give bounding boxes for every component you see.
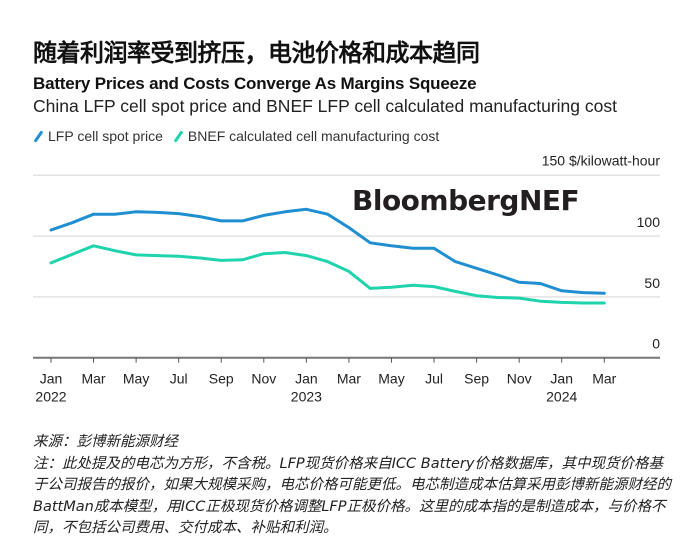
x-tick-year-label: 2023 bbox=[291, 389, 322, 405]
chart-subtitle: China LFP cell spot price and BNEF LFP c… bbox=[33, 96, 617, 116]
x-tick-year-label: 2024 bbox=[546, 389, 577, 405]
x-tick-label: Jul bbox=[170, 371, 188, 387]
x-tick-label: Jan bbox=[550, 371, 573, 387]
source-note: 来源：彭博新能源财经 bbox=[33, 434, 178, 450]
x-tick-label: May bbox=[378, 371, 404, 387]
x-tick-label: Sep bbox=[464, 371, 489, 387]
legend-label: LFP cell spot price bbox=[48, 128, 163, 144]
x-tick-label: Jul bbox=[425, 371, 443, 387]
legend: LFP cell spot price BNEF calculated cell… bbox=[33, 128, 449, 144]
y-axis-unit-label: 150 $/kilowatt-hour bbox=[542, 152, 661, 168]
chart-title: Battery Prices and Costs Converge As Mar… bbox=[33, 74, 477, 93]
x-tick-label: Mar bbox=[81, 371, 105, 387]
x-tick-label: Nov bbox=[251, 371, 276, 387]
y-tick-label: 100 bbox=[637, 214, 661, 230]
legend-label: BNEF calculated cell manufacturing cost bbox=[187, 128, 440, 144]
x-tick-label: Jan bbox=[295, 371, 318, 387]
y-tick-label: 50 bbox=[644, 275, 660, 291]
line-chart: 0 50 100 150 $/kilowatt-hour Jan 2022 Mar May Ju… bbox=[33, 152, 661, 405]
series-line-bnef-calculated-cell-manufacturing-cost bbox=[49, 244, 606, 305]
methodology-note: 注：此处提及的电芯为方形，不含税。LFP现货价格来自ICC Battery价格数… bbox=[33, 455, 671, 537]
x-tick-year-label: 2022 bbox=[35, 389, 66, 405]
x-tick-label: Mar bbox=[592, 371, 616, 387]
bloombergnef-logo: BloombergNEF bbox=[352, 184, 580, 217]
x-tick-label: Nov bbox=[507, 371, 532, 387]
y-tick-label: 0 bbox=[652, 336, 660, 352]
footnotes: 来源：彭博新能源财经 注：此处提及的电芯为方形，不含税。LFP现货价格来自ICC… bbox=[33, 432, 673, 540]
x-tick-label: Sep bbox=[209, 371, 234, 387]
chinese-title: 随着利润率受到挤压，电池价格和成本趋同 bbox=[33, 39, 480, 67]
legend-item-manufacturing-cost: BNEF calculated cell manufacturing cost bbox=[173, 128, 439, 144]
x-tick-label: Jan bbox=[40, 371, 63, 387]
x-tick-label: Mar bbox=[337, 371, 361, 387]
x-tick-label: May bbox=[123, 371, 149, 387]
legend-item-spot-price: LFP cell spot price bbox=[33, 128, 163, 144]
series-line-lfp-cell-spot-price bbox=[49, 207, 606, 295]
